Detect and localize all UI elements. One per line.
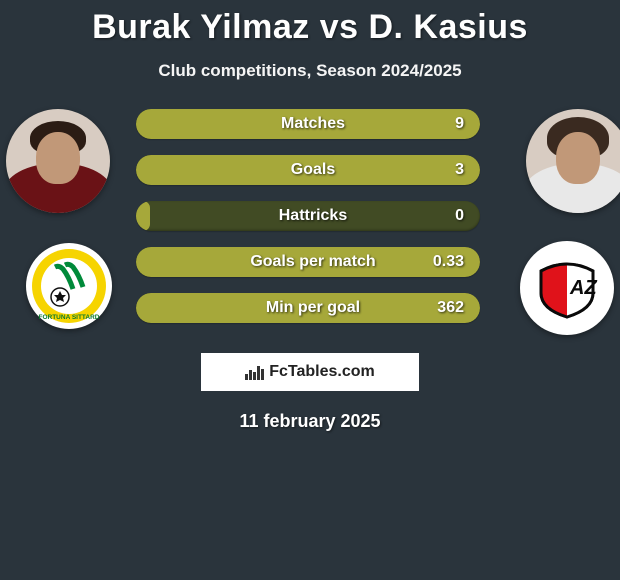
club-right-logo: AZ	[520, 241, 614, 335]
stat-bar-label: Goals per match	[136, 247, 480, 277]
avatar-head	[36, 132, 80, 184]
fortuna-sittard-icon: FORTUNA SITTARD	[30, 247, 108, 325]
comparison-subtitle: Club competitions, Season 2024/2025	[0, 61, 620, 81]
player-left-avatar	[6, 109, 110, 213]
az-icon: AZ	[526, 247, 608, 329]
comparison-title: Burak Yilmaz vs D. Kasius	[0, 0, 620, 47]
stat-bar-value: 362	[437, 293, 464, 323]
comparison-main: FORTUNA SITTARD AZ Matches 9 Goals 3 Hat…	[0, 109, 620, 339]
club-left-text: FORTUNA SITTARD	[38, 314, 99, 321]
comparison-date: 11 february 2025	[0, 411, 620, 432]
stat-bar-matches: Matches 9	[136, 109, 480, 139]
bar-chart-icon	[245, 364, 263, 380]
source-badge: FcTables.com	[201, 353, 419, 391]
club-left-logo: FORTUNA SITTARD	[26, 243, 112, 329]
stat-bar-value: 0	[455, 201, 464, 231]
source-badge-text: FcTables.com	[269, 363, 375, 381]
stat-bar-hattricks: Hattricks 0	[136, 201, 480, 231]
stat-bar-label: Hattricks	[136, 201, 480, 231]
stat-bar-label: Min per goal	[136, 293, 480, 323]
stat-bar-value: 9	[455, 109, 464, 139]
club-right-text: AZ	[569, 277, 597, 299]
stat-bar-label: Goals	[136, 155, 480, 185]
avatar-head	[556, 132, 600, 184]
stat-bar-value: 0.33	[433, 247, 464, 277]
stat-bar-goals: Goals 3	[136, 155, 480, 185]
stat-bar-min-per-goal: Min per goal 362	[136, 293, 480, 323]
stat-bar-value: 3	[455, 155, 464, 185]
player-right-avatar	[526, 109, 620, 213]
stat-bar-label: Matches	[136, 109, 480, 139]
stat-bar-goals-per-match: Goals per match 0.33	[136, 247, 480, 277]
stat-bars: Matches 9 Goals 3 Hattricks 0 Goals per …	[136, 109, 480, 339]
